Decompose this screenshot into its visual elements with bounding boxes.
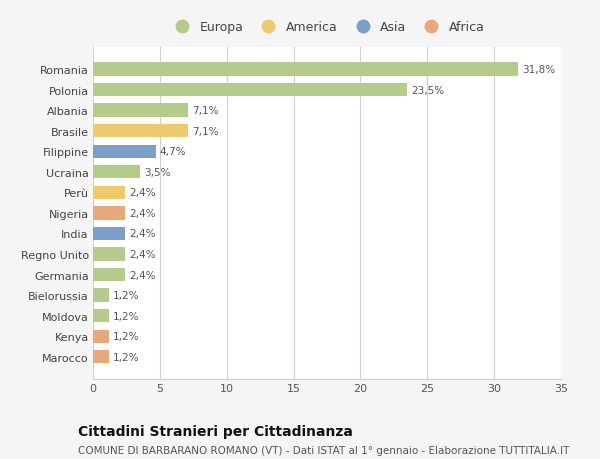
- Text: 3,5%: 3,5%: [144, 168, 170, 178]
- Bar: [93, 227, 125, 241]
- Legend: Europa, America, Asia, Africa: Europa, America, Asia, Africa: [169, 22, 485, 34]
- Text: 7,1%: 7,1%: [192, 106, 218, 116]
- Bar: [93, 186, 125, 200]
- Text: 2,4%: 2,4%: [129, 208, 155, 218]
- Bar: [93, 330, 109, 343]
- Text: 7,1%: 7,1%: [192, 126, 218, 136]
- Bar: [93, 125, 188, 138]
- Bar: [93, 145, 156, 158]
- Text: 2,4%: 2,4%: [129, 188, 155, 198]
- Text: 1,2%: 1,2%: [113, 331, 140, 341]
- Bar: [93, 350, 109, 364]
- Text: 4,7%: 4,7%: [160, 147, 187, 157]
- Bar: [93, 289, 109, 302]
- Text: 2,4%: 2,4%: [129, 270, 155, 280]
- Text: 1,2%: 1,2%: [113, 311, 140, 321]
- Bar: [93, 269, 125, 282]
- Text: 2,4%: 2,4%: [129, 229, 155, 239]
- Text: 23,5%: 23,5%: [411, 85, 445, 95]
- Text: 1,2%: 1,2%: [113, 291, 140, 301]
- Bar: [93, 104, 188, 118]
- Bar: [93, 248, 125, 261]
- Text: 31,8%: 31,8%: [522, 65, 556, 75]
- Bar: [93, 166, 140, 179]
- Text: COMUNE DI BARBARANO ROMANO (VT) - Dati ISTAT al 1° gennaio - Elaborazione TUTTIT: COMUNE DI BARBARANO ROMANO (VT) - Dati I…: [78, 445, 569, 455]
- Bar: [93, 207, 125, 220]
- Bar: [93, 84, 407, 97]
- Text: Cittadini Stranieri per Cittadinanza: Cittadini Stranieri per Cittadinanza: [78, 425, 353, 438]
- Text: 1,2%: 1,2%: [113, 352, 140, 362]
- Bar: [93, 309, 109, 323]
- Text: 2,4%: 2,4%: [129, 249, 155, 259]
- Bar: [93, 63, 518, 77]
